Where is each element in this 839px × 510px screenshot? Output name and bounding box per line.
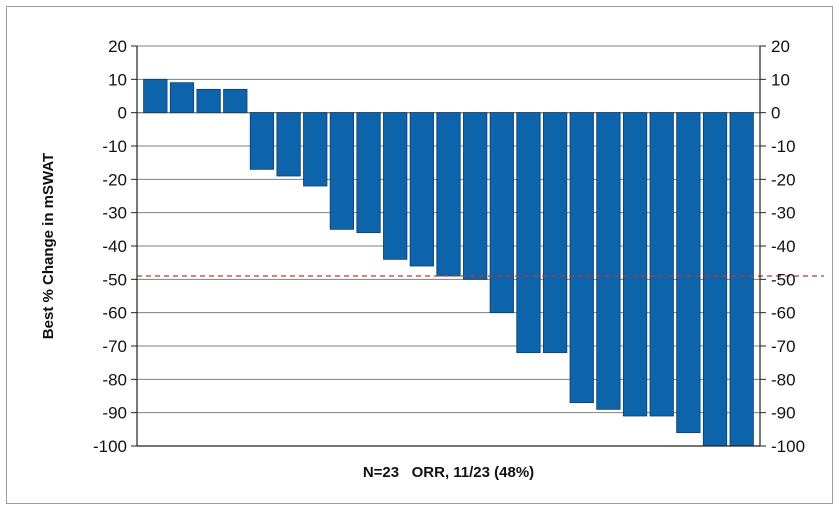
bar [542, 112, 568, 354]
x-axis-label: N=23 ORR, 11/23 (48%) [363, 464, 534, 481]
bar [489, 112, 514, 314]
bar [143, 78, 168, 114]
bar [329, 112, 355, 230]
right-tick-label: -30 [771, 204, 796, 223]
bar [223, 88, 248, 114]
bar [169, 82, 195, 114]
bar [463, 112, 488, 280]
left-tick-label: 20 [108, 37, 127, 56]
right-tick-label: 10 [771, 70, 790, 89]
left-tick-label: -100 [93, 437, 127, 456]
bar [276, 112, 301, 177]
y-axis-label: Best % Change in mSWAT [40, 153, 57, 339]
bar [649, 112, 674, 417]
bar [303, 112, 328, 187]
axes [131, 45, 766, 447]
right-tick-label: -20 [771, 170, 796, 189]
left-tick-label: -10 [102, 137, 127, 156]
bar [729, 112, 754, 447]
left-tick-label: -40 [102, 237, 127, 256]
bar [356, 112, 381, 234]
right-tick-label: -90 [771, 404, 796, 423]
left-tick-label: 0 [118, 104, 127, 123]
left-tick-label: -90 [102, 404, 127, 423]
right-tick-labels: 20 10 0 -10 -20 -30 -40 -50 -60 -70 -80 -90 -100 [771, 37, 805, 456]
left-tick-label: -70 [102, 337, 127, 356]
left-tick-label: -80 [102, 370, 127, 389]
left-tick-label: -50 [102, 270, 127, 289]
right-tick-label: -50 [771, 270, 796, 289]
chart-frame: 20 10 0 -10 -20 -30 -40 -50 -60 -70 -80 -90 -100 20 1… [6, 6, 833, 504]
bar [409, 112, 434, 267]
bar [702, 112, 728, 447]
right-tick-label: -10 [771, 137, 796, 156]
right-tick-label: -60 [771, 304, 796, 323]
bar [569, 112, 594, 404]
right-tick-label: 20 [771, 37, 790, 56]
bar [622, 112, 648, 417]
bar [676, 112, 701, 434]
bar [436, 112, 461, 277]
right-tick-label: -100 [771, 437, 805, 456]
right-tick-label: 0 [771, 104, 780, 123]
left-tick-label: 10 [108, 70, 127, 89]
bar [516, 112, 541, 354]
right-tick-label: -80 [771, 370, 796, 389]
left-tick-label: -30 [102, 204, 127, 223]
left-tick-label: -60 [102, 304, 127, 323]
right-tick-label: -40 [771, 237, 796, 256]
left-tick-labels: 20 10 0 -10 -20 -30 -40 -50 -60 -70 -80 -90 -100 [93, 37, 127, 456]
bar [196, 88, 221, 114]
left-tick-label: -20 [102, 170, 127, 189]
bar [383, 112, 408, 260]
bar [249, 112, 275, 170]
right-tick-label: -70 [771, 337, 796, 356]
bars [143, 78, 754, 447]
bar [596, 112, 621, 410]
